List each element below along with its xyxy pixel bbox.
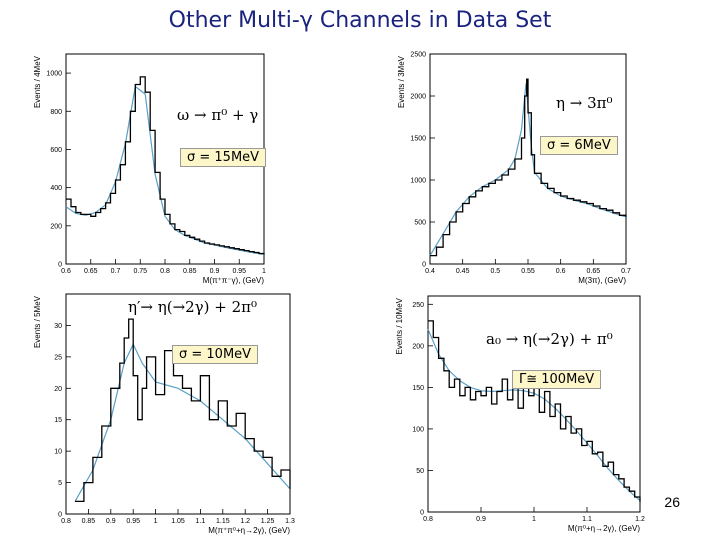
x-tick-label: 0.55 (521, 268, 535, 275)
y-tick-label: 10 (54, 449, 62, 456)
y-axis-label: Events / 5MeV (33, 295, 42, 348)
x-axis-label: M(π⁺π⁻γ), (GeV) (203, 276, 265, 285)
x-tick-label: 0.6 (556, 268, 566, 275)
y-tick-label: 400 (50, 185, 62, 192)
x-tick-label: 0.9 (476, 516, 486, 523)
y-axis-label: Events / 10MeV (395, 297, 404, 354)
reaction-a0: a₀ → η(→2γ) + π⁰ (486, 330, 613, 348)
y-tick-label: 2000 (410, 94, 426, 101)
x-tick-label: 1.25 (261, 518, 275, 525)
reaction-etaprime: η′→ η(→2γ) + 2π⁰ (128, 298, 258, 316)
slide-title: Other Multi-γ Channels in Data Set (168, 8, 552, 33)
x-tick-label: 0.65 (587, 268, 601, 275)
y-tick-label: 25 (54, 354, 62, 361)
y-tick-label: 1500 (410, 136, 426, 143)
y-tick-label: 1000 (46, 71, 62, 78)
x-tick-label: 1.05 (171, 518, 185, 525)
x-tick-label: 1.15 (216, 518, 230, 525)
data-histogram (430, 78, 627, 257)
y-tick-label: 0 (58, 512, 62, 519)
x-tick-label: 1.2 (635, 516, 645, 523)
y-tick-label: 20 (54, 386, 62, 393)
y-tick-label: 600 (50, 147, 62, 154)
reaction-eta: η → 3π⁰ (556, 94, 613, 112)
x-tick-label: 0.5 (490, 268, 500, 275)
chart-etaprime: 0.8 0.85 0.9 0.95 1 1.05 1.1 1.15 1.2 1.25 1.3 0 5 10… (33, 293, 295, 535)
page-number: 26 (664, 494, 680, 510)
resolution-box-etaprime: σ = 10MeV (172, 345, 259, 364)
plot-frame (65, 293, 291, 515)
resolution-box-omega: σ = 15MeV (180, 148, 267, 167)
x-axis-label: M(3π), (GeV) (578, 276, 626, 285)
x-tick-label: 0.9 (106, 518, 116, 525)
x-tick-label: 0.65 (84, 268, 98, 275)
fit-curve (74, 342, 291, 502)
fit-curve (65, 85, 265, 256)
reaction-omega: ω → π⁰ + γ (177, 106, 259, 124)
x-tick-label: 0.85 (183, 268, 197, 275)
chart-panel-omega: 0.6 0.65 0.7 0.75 0.8 0.85 0.9 0.95 1 0 200 400 600 8… (28, 48, 278, 288)
chart-panel-etaprime: 0.8 0.85 0.9 0.95 1 1.05 1.1 1.15 1.2 1.25 1.3 0 5 10… (28, 288, 298, 538)
x-tick-label: 0.85 (82, 518, 96, 525)
x-tick-label: 1 (532, 516, 536, 523)
x-tick-label: 0.95 (126, 518, 140, 525)
data-histogram (66, 76, 265, 255)
y-axis-label: Events / 3MeV (397, 55, 406, 108)
x-tick-label: 0.8 (423, 516, 433, 523)
y-tick-label: 250 (412, 302, 424, 309)
y-tick-label: 500 (414, 220, 426, 227)
y-tick-label: 150 (412, 385, 424, 392)
x-tick-label: 1.3 (285, 518, 295, 525)
resolution-box-a0: Γ≅ 100MeV (512, 370, 602, 389)
x-tick-label: 0.8 (160, 268, 170, 275)
y-tick-label: 30 (54, 323, 62, 330)
x-tick-label: 1.1 (196, 518, 206, 525)
chart-panel-eta: 0.4 0.45 0.5 0.55 0.6 0.65 0.7 0 500 1000 1500 2000… (378, 48, 638, 288)
y-tick-label: 0 (420, 510, 424, 517)
x-tick-label: 0.9 (210, 268, 220, 275)
x-tick-label: 0.45 (456, 268, 470, 275)
y-axis-label: Events / 4MeV (33, 55, 42, 108)
x-tick-label: 0.6 (61, 268, 71, 275)
y-tick-label: 100 (412, 426, 424, 433)
x-tick-label: 1.1 (582, 516, 592, 523)
resolution-box-eta: σ = 6MeV (540, 136, 618, 155)
fit-curve (427, 328, 641, 501)
x-tick-label: 0.95 (232, 268, 246, 275)
y-tick-label: 1000 (410, 178, 426, 185)
chart-eta: 0.4 0.45 0.5 0.55 0.6 0.65 0.7 0 500 1000 1500 2000… (397, 52, 631, 286)
x-tick-label: 0.4 (425, 268, 435, 275)
y-tick-label: 200 (412, 343, 424, 350)
y-tick-label: 2500 (410, 52, 426, 59)
chart-panel-a0: 0.8 0.9 1 1.1 1.2 0 50 100 150 200 250 Events / 10M… (384, 290, 654, 538)
x-tick-label: 0.7 (621, 268, 631, 275)
x-tick-label: 0.75 (133, 268, 147, 275)
x-tick-label: 1 (154, 518, 158, 525)
x-tick-label: 0.7 (111, 268, 121, 275)
y-tick-label: 15 (54, 417, 62, 424)
x-axis-label: M(π⁰+η→2γ), (GeV) (568, 524, 640, 533)
data-histogram (428, 320, 641, 502)
x-axis-label: M(π⁺π⁰+η→2γ), (GeV) (208, 526, 290, 535)
plot-frame (427, 295, 641, 513)
y-tick-label: 0 (422, 262, 426, 269)
y-tick-label: 5 (58, 480, 62, 487)
y-tick-label: 50 (416, 468, 424, 475)
y-tick-label: 800 (50, 109, 62, 116)
chart-omega: 0.6 0.65 0.7 0.75 0.8 0.85 0.9 0.95 1 0 200 400 600 8… (33, 53, 266, 285)
x-tick-label: 1 (262, 268, 266, 275)
x-tick-label: 1.2 (240, 518, 250, 525)
x-tick-label: 0.8 (61, 518, 71, 525)
y-tick-label: 200 (50, 223, 62, 230)
y-tick-label: 0 (58, 262, 62, 269)
chart-a0: 0.8 0.9 1 1.1 1.2 0 50 100 150 200 250 Events / 10M… (395, 295, 645, 533)
